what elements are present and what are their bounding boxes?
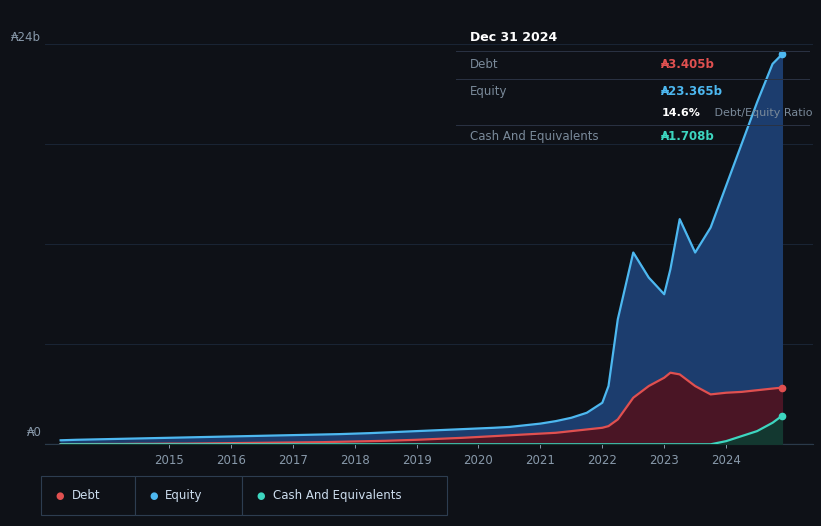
Text: Equity: Equity <box>470 85 507 98</box>
Text: Cash And Equivalents: Cash And Equivalents <box>273 489 401 502</box>
Text: 14.6%: 14.6% <box>662 108 700 118</box>
Text: Dec 31 2024: Dec 31 2024 <box>470 31 557 44</box>
Text: ●: ● <box>56 491 64 501</box>
Text: ₳0: ₳0 <box>26 427 41 439</box>
Text: Debt: Debt <box>71 489 100 502</box>
Text: ₳3.405b: ₳3.405b <box>662 58 715 72</box>
Text: ₳1.708b: ₳1.708b <box>662 130 715 143</box>
Text: Debt: Debt <box>470 58 498 72</box>
Text: ●: ● <box>149 491 158 501</box>
Text: Debt/Equity Ratio: Debt/Equity Ratio <box>711 108 813 118</box>
Text: Cash And Equivalents: Cash And Equivalents <box>470 130 599 143</box>
Text: ●: ● <box>257 491 265 501</box>
Text: ₳23.365b: ₳23.365b <box>662 85 723 98</box>
Text: Equity: Equity <box>165 489 203 502</box>
Text: ₳24b: ₳24b <box>11 31 41 44</box>
